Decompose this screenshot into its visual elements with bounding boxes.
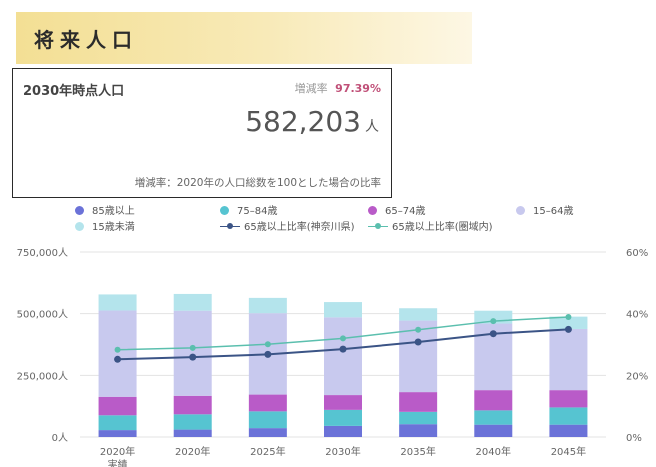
legend-label-65-74: 65–74歳 [385,206,426,217]
legend-label-ratio-area: 65歳以上比率(圏域内) [392,222,493,233]
legend-swatch-15-64 [516,205,525,215]
x-axis-tick-label: 2035年 [400,445,435,458]
bar-segment [98,415,137,431]
legend-label-75-84: 75–84歳 [237,206,278,217]
legend-item-85plus[interactable]: 85歳以上 [75,205,135,219]
bar-segment [399,411,438,425]
population-unit: 人 [365,119,379,135]
line-point [114,355,122,363]
bar-segment [549,390,588,408]
line-point [490,318,497,325]
bar-segment [474,424,513,437]
right-axis-tick-label: 40% [626,310,648,321]
x-axis-tick-label: 実績 [108,458,128,467]
line-point [339,345,347,353]
line-point [414,338,422,346]
x-axis-tick-label: 2020年 [100,445,135,458]
bar-segment [399,424,438,437]
bar-segment [248,428,287,437]
rate-note: 増減率：2020年の人口総数を100とした場合の比率 [134,177,381,189]
left-axis-tick-label: 750,000人 [17,247,68,259]
line-point [564,325,572,333]
legend-swatch-75-84 [220,205,229,215]
x-axis-tick-label: 2045年 [551,445,586,458]
right-axis-tick-label: 60% [626,248,648,259]
right-axis-tick-label: 20% [626,371,648,382]
bar-segment [248,411,287,429]
line-point [264,350,272,358]
summary-card: 2030年時点人口 増減率 97.39% 582,203 人 増減率：2020年の… [12,68,392,198]
x-axis-tick-label: 2040年 [476,445,511,458]
bar-segment [173,310,212,396]
bar-segment [324,409,362,426]
section-title: 将来人口 [34,28,138,52]
bar-segment [399,392,438,412]
line-point [189,344,196,351]
bar-segment [549,316,588,329]
x-axis-tick-label: 2025年 [250,445,285,458]
legend-label-85plus: 85歳以上 [92,206,135,217]
bar-segment [399,308,438,321]
bar-segment [173,414,212,430]
x-axis-tick-label: 2030年 [325,445,360,458]
line-point [415,326,422,333]
rate-display: 増減率 97.39% [295,80,381,96]
section-banner: 将来人口 [16,12,472,64]
left-axis-tick-label: 0人 [52,432,68,444]
legend-item-ratio-area[interactable]: 65歳以上比率(圏域内) [368,221,493,235]
right-axis-tick-label: 0% [626,433,642,444]
legend-label-15-64: 15–64歳 [533,206,574,217]
bar-segment [173,429,212,437]
line-point [340,335,346,342]
legend-swatch-85plus [75,205,84,215]
population-value: 582,203 [245,105,361,138]
legend-label-under15: 15歳未満 [92,222,135,233]
line-point [114,346,121,353]
bar-segment [549,328,588,391]
summary-title: 2030年時点人口 [23,84,125,99]
legend-label-ratio-kanagawa: 65歳以上比率(神奈川県) [244,222,355,233]
rate-label: 増減率 [294,82,328,95]
legend-line-ratio-area [368,222,388,231]
bar-segment [248,394,287,412]
legend-item-ratio-kanagawa[interactable]: 65歳以上比率(神奈川県) [220,221,355,235]
line-point [189,353,197,361]
rate-value: 97.39% [335,82,381,95]
bar-segment [98,430,137,437]
bar-segment [98,294,137,311]
bar-segment [173,293,212,311]
population-display: 582,203 人 [245,105,379,138]
bar-segment [98,396,137,416]
line-point [489,330,497,338]
bar-segment [248,297,287,314]
legend-item-15-64[interactable]: 15–64歳 [516,205,573,219]
bar-segment [549,424,588,437]
legend-item-under15[interactable]: 15歳未満 [75,221,135,235]
legend-item-65-74[interactable]: 65–74歳 [368,205,425,219]
bar-segment [98,310,137,397]
legend-item-75-84[interactable]: 75–84歳 [220,205,277,219]
line-point [264,341,271,348]
bar-segment [474,410,513,425]
x-axis-tick-label: 2020年 [175,445,210,458]
bar-segment [173,395,212,415]
left-axis-tick-label: 250,000人 [17,370,68,382]
left-axis-tick-label: 500,000人 [17,309,68,321]
bar-segment [549,407,588,425]
bar-segment [324,317,362,396]
line-point [565,314,572,321]
legend-swatch-under15 [75,221,84,231]
legend-swatch-65-74 [368,205,377,215]
legend-line-ratio-kanagawa [220,222,240,231]
bar-segment [324,395,362,410]
bar-segment [474,390,513,411]
bar-segment [324,302,362,318]
bar-segment [324,425,362,437]
